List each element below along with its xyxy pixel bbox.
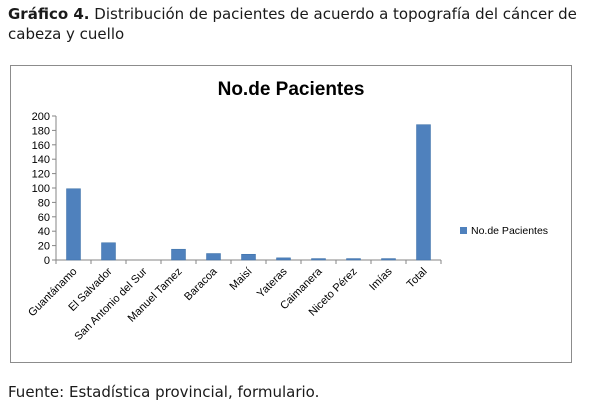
bar-8 <box>311 258 326 261</box>
x-tick-label: Baracoa <box>182 265 220 303</box>
x-tick-label: Maisí <box>228 266 255 293</box>
y-tick-label: 100 <box>32 183 50 195</box>
figure-caption: Gráfico 4. Distribución de pacientes de … <box>8 4 603 44</box>
y-tick-label: 20 <box>38 241 50 253</box>
bar-5 <box>206 253 221 261</box>
y-tick-label: 140 <box>32 154 50 166</box>
y-tick-label: 180 <box>32 125 50 137</box>
legend-label: No.de Pacientes <box>471 225 548 237</box>
chart-frame: No.de Pacientes 0 20 40 60 80 100 120 140 160 180 2… <box>10 65 572 363</box>
y-tick-label: 160 <box>32 140 50 152</box>
figure-caption-label: Gráfico 4. <box>8 5 90 23</box>
source-note: Fuente: Estadística provincial, formular… <box>8 383 320 401</box>
y-tick-label: 0 <box>44 255 50 267</box>
legend-swatch <box>460 227 467 234</box>
x-tick-label: Yateras <box>255 265 290 300</box>
y-tick-label: 60 <box>38 212 50 224</box>
y-tick-label: 80 <box>38 197 50 209</box>
y-tick-label: 200 <box>32 111 50 123</box>
x-tick-label: Imías <box>367 265 395 293</box>
figure-caption-text: Distribución de pacientes de acuerdo a t… <box>8 5 577 43</box>
bar-4 <box>171 248 186 261</box>
bar-7 <box>276 257 291 261</box>
bar-chart: No.de Pacientes 0 20 40 60 80 100 120 140 160 180 2… <box>26 79 548 343</box>
bar-2 <box>101 242 116 261</box>
bar-11 <box>416 124 431 261</box>
x-tick-label: Total <box>405 266 430 291</box>
chart-title: No.de Pacientes <box>218 79 365 100</box>
bar-9 <box>346 258 361 261</box>
y-tick-label: 40 <box>38 226 50 238</box>
bar-6 <box>241 253 256 261</box>
bar-10 <box>381 258 396 261</box>
bar-1 <box>66 188 81 261</box>
y-tick-label: 120 <box>32 169 50 181</box>
